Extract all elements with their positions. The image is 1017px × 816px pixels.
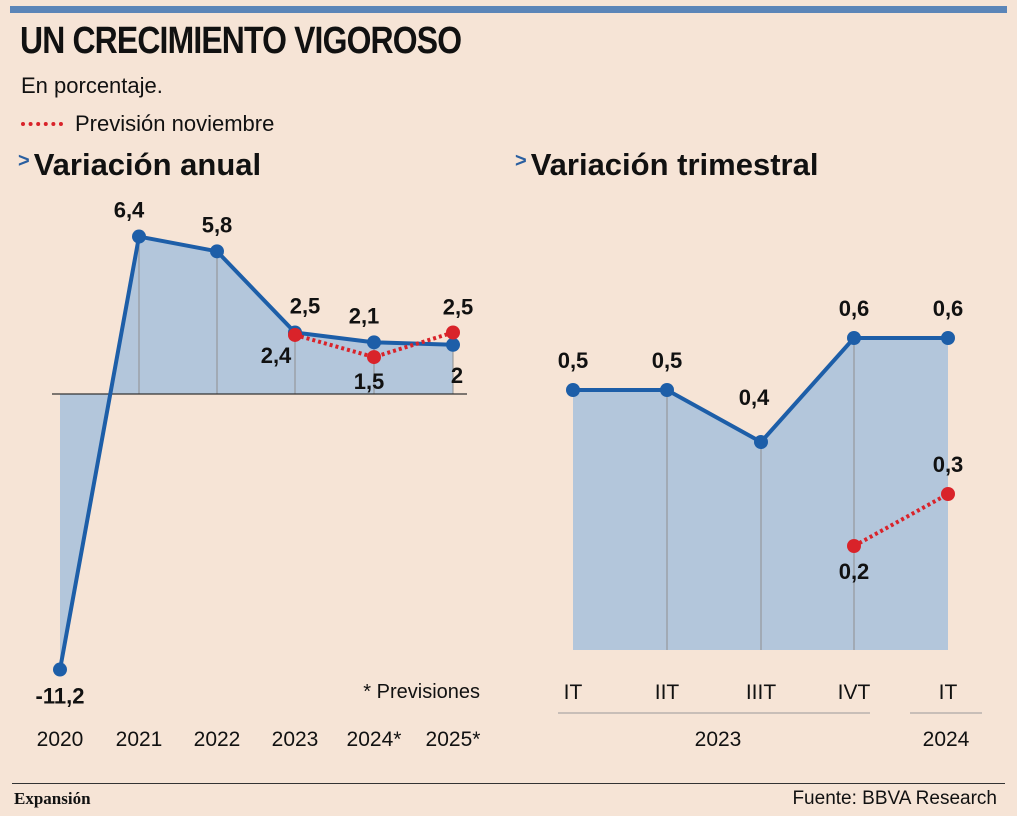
quarterly-year-label: 2024	[923, 728, 970, 751]
annual-x-tick-label: 2023	[272, 728, 319, 751]
quarterly-data-label: 0,4	[739, 385, 770, 410]
annual-area-fill	[60, 236, 453, 670]
panel-title-annual: > Variación anual	[18, 147, 261, 183]
brand-logo: Expansión	[14, 789, 91, 808]
quarterly-data-point	[941, 331, 955, 345]
quarterly-data-label: 0,6	[933, 296, 964, 321]
annual-data-point	[367, 335, 381, 350]
quarterly-x-tick-label: IVT	[838, 681, 871, 704]
annual-data-point	[53, 662, 67, 677]
annual-data-point	[446, 337, 460, 352]
quarterly-data-point	[754, 435, 768, 449]
annual-data-label: 2	[451, 363, 463, 388]
annual-data-label: -11,2	[36, 684, 85, 709]
annual-x-tick-label: 2020	[37, 728, 84, 751]
top-accent-bar	[10, 6, 1007, 13]
quarterly-forecast-point	[847, 539, 861, 553]
annual-data-label: 6,4	[114, 198, 145, 223]
legend-label: Previsión noviembre	[75, 111, 275, 136]
legend: Previsión noviembre	[21, 111, 274, 137]
annual-forecast-point	[446, 325, 460, 340]
quarterly-data-point	[566, 383, 580, 397]
annual-series-line	[58, 234, 454, 670]
panel-title-quarterly-label: Variación trimestral	[530, 147, 819, 182]
quarterly-forecast-label: 0,2	[839, 559, 870, 584]
annual-data-label: 5,8	[202, 212, 233, 237]
chevron-right-icon: >	[18, 150, 30, 172]
annual-x-tick-label: 2025*	[426, 728, 481, 751]
annual-x-tick-label: 2022	[194, 728, 241, 751]
chevron-right-icon: >	[515, 150, 527, 172]
quarterly-x-tick-label: IT	[564, 681, 583, 704]
annual-forecast-label: 2,5	[443, 295, 474, 320]
annual-data-point	[132, 229, 146, 244]
chart-subtitle: En porcentaje.	[21, 73, 163, 98]
annual-forecast-label: 1,5	[354, 369, 385, 394]
quarterly-x-tick-label: IT	[939, 681, 958, 704]
annual-note: * Previsiones	[363, 681, 480, 703]
annual-data-label: 2,1	[349, 303, 380, 328]
quarterly-year-label: 2023	[695, 728, 742, 751]
quarterly-data-point	[847, 331, 861, 345]
quarterly-data-point	[660, 383, 674, 397]
annual-x-tick-label: 2024*	[347, 728, 402, 751]
annual-forecast-label: 2,4	[261, 343, 292, 368]
quarterly-forecast-label: 0,3	[933, 452, 964, 477]
footer-divider	[12, 783, 1005, 784]
quarterly-x-tick-label: IIT	[655, 681, 680, 704]
annual-data-point	[210, 244, 224, 259]
quarterly-data-label: 0,5	[652, 348, 683, 373]
source-note: Fuente: BBVA Research	[792, 788, 997, 809]
legend-dotted-line-swatch	[21, 122, 63, 126]
annual-data-label: 2,5	[290, 294, 321, 319]
quarterly-data-label: 0,5	[558, 348, 589, 373]
quarterly-x-tick-label: IIIT	[746, 681, 777, 704]
quarterly-forecast-point	[941, 487, 955, 501]
annual-x-tick-label: 2021	[116, 728, 163, 751]
chart-title: UN CRECIMIENTO VIGOROSO	[20, 20, 462, 62]
panel-title-quarterly: > Variación trimestral	[515, 147, 818, 183]
annual-forecast-point	[367, 350, 381, 365]
panel-title-annual-label: Variación anual	[33, 147, 262, 182]
annual-forecast-point	[288, 327, 302, 342]
quarterly-data-label: 0,6	[839, 296, 870, 321]
